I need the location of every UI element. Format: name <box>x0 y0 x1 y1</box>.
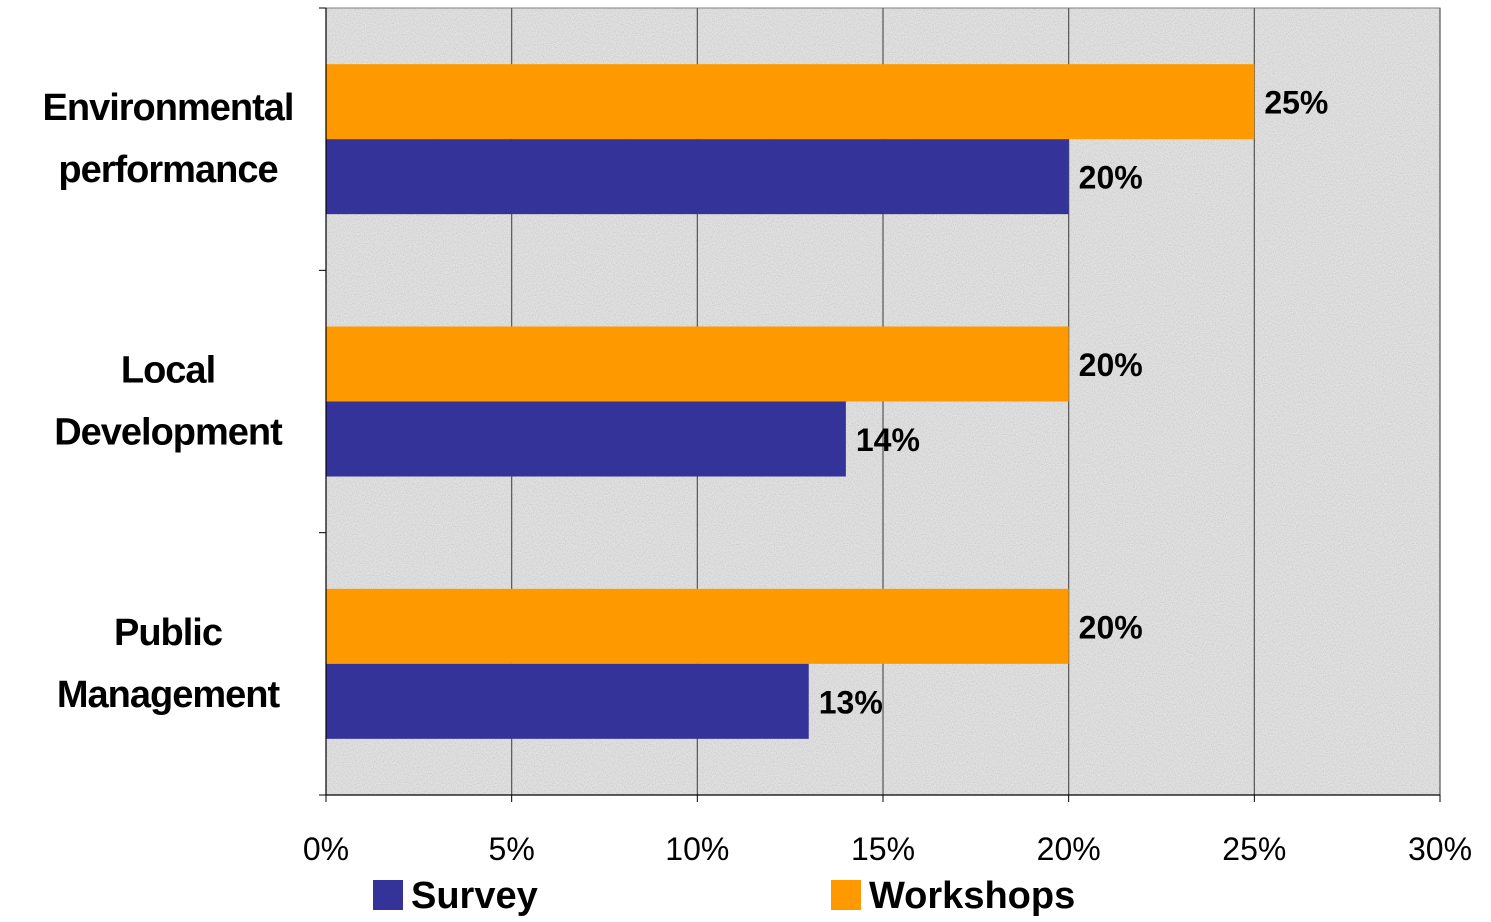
data-label: 25% <box>1264 85 1328 121</box>
bar-survey <box>326 663 809 739</box>
bar-survey <box>326 401 846 477</box>
category-label: Public <box>114 612 223 654</box>
category-label: Environmental <box>43 87 294 129</box>
data-label: 13% <box>819 684 883 720</box>
bar-workshops <box>326 64 1255 140</box>
legend-swatch-survey <box>373 880 403 910</box>
data-label: 20% <box>1079 347 1143 383</box>
bars <box>326 64 1255 739</box>
bar-workshops <box>326 326 1069 402</box>
x-tick-label: 15% <box>851 831 915 867</box>
category-label: performance <box>58 149 277 191</box>
x-tick-label: 0% <box>303 831 349 867</box>
category-label: Management <box>57 674 281 716</box>
legend-label: Survey <box>411 875 538 917</box>
data-label: 14% <box>856 422 920 458</box>
labels: 0% 5% 10% 15% 20% 25% 30% 25% 20% Environmental pe… <box>43 85 1473 867</box>
legend-swatch-workshops <box>831 880 861 910</box>
legend: Survey Workshops <box>373 875 1075 917</box>
x-tick-label: 5% <box>489 831 535 867</box>
x-tick-label: 30% <box>1408 831 1472 867</box>
category-label: Local <box>121 350 215 392</box>
data-label: 20% <box>1079 609 1143 645</box>
bar-survey <box>326 139 1069 215</box>
axes <box>319 7 1441 802</box>
data-label: 20% <box>1079 160 1143 196</box>
x-tick-label: 10% <box>665 831 729 867</box>
x-tick-label: 25% <box>1222 831 1286 867</box>
category-label: Development <box>54 412 283 454</box>
bar-workshops <box>326 588 1069 664</box>
x-tick-label: 20% <box>1037 831 1101 867</box>
legend-label: Workshops <box>869 875 1075 917</box>
